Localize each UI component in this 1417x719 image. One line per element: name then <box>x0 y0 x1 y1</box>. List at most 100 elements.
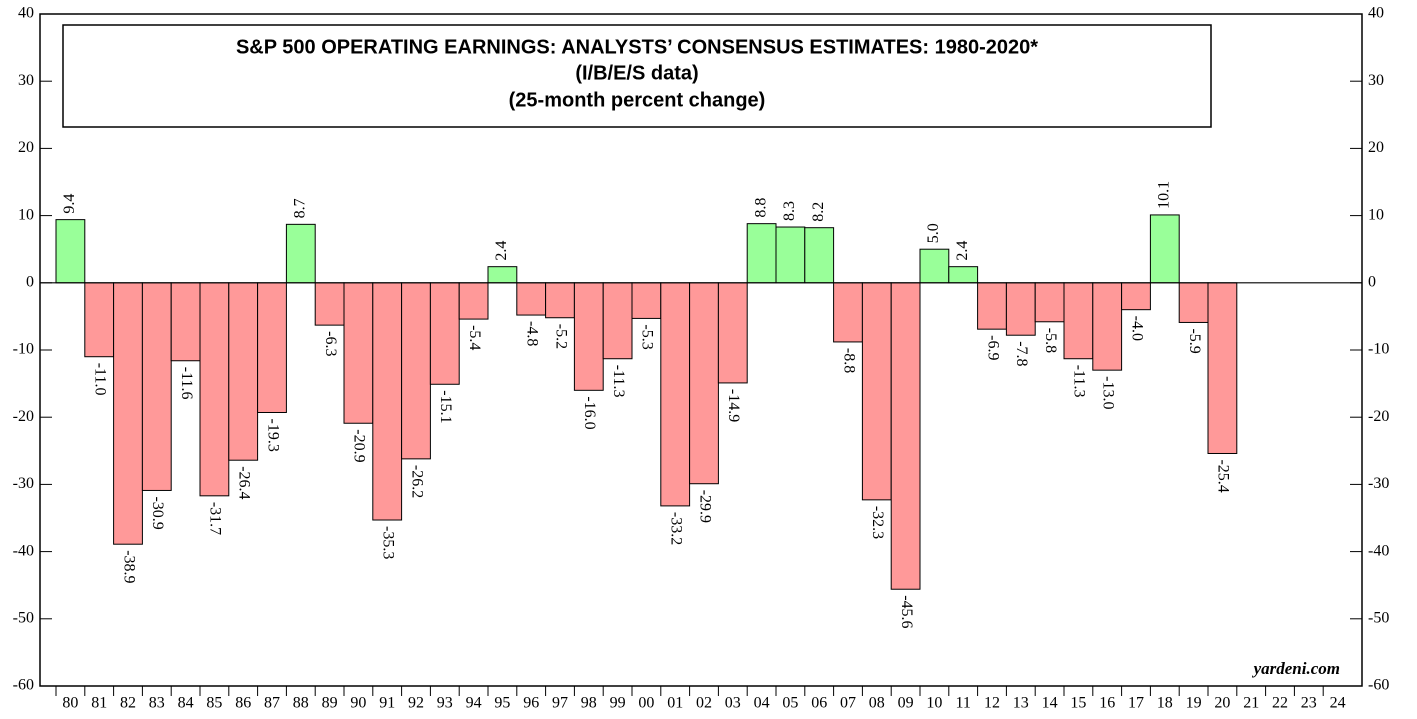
data-label: -5.3 <box>639 324 656 349</box>
x-tick-label: 24 <box>1330 695 1346 712</box>
bar <box>1092 282 1123 371</box>
y-tick-label: 0 <box>26 273 34 290</box>
x-tick-label: 17 <box>1128 695 1144 712</box>
data-label: -14.9 <box>725 389 742 422</box>
bar <box>170 282 201 362</box>
data-label: -35.3 <box>380 526 397 559</box>
data-label: -6.3 <box>322 331 339 356</box>
bar <box>1121 282 1151 311</box>
data-label: -38.9 <box>120 550 137 583</box>
x-tick-label: 98 <box>581 695 597 712</box>
data-label: -11.6 <box>178 367 195 400</box>
bar <box>717 282 748 384</box>
x-tick-label: 16 <box>1099 695 1115 712</box>
y-tick-label: -10 <box>13 341 34 358</box>
data-label: -26.2 <box>408 465 425 498</box>
x-tick-label: 15 <box>1070 695 1086 712</box>
x-tick-label: 11 <box>955 695 970 712</box>
data-label: -19.3 <box>264 418 281 451</box>
data-label: -32.3 <box>869 506 886 539</box>
chart-title: S&P 500 OPERATING EARNINGS: ANALYSTS’ CO… <box>236 36 1038 58</box>
bar <box>228 282 259 461</box>
data-label: -30.9 <box>149 496 166 529</box>
bar <box>314 282 345 326</box>
bar <box>1178 282 1209 323</box>
x-tick-label: 03 <box>725 695 741 712</box>
bar <box>1063 282 1094 360</box>
bar <box>746 223 777 284</box>
bar <box>84 282 115 358</box>
bar <box>199 282 230 497</box>
data-label: -25.4 <box>1215 459 1232 492</box>
title-box <box>62 24 1212 128</box>
x-tick-label: 86 <box>235 695 251 712</box>
data-label: 2.4 <box>954 241 971 261</box>
data-label: 5.0 <box>925 223 942 243</box>
data-label: 10.1 <box>1155 181 1172 209</box>
x-tick-label: 95 <box>494 695 510 712</box>
data-label: -16.0 <box>581 396 598 429</box>
bar <box>113 282 143 545</box>
x-tick-label: 08 <box>869 695 885 712</box>
data-label: -33.2 <box>668 512 685 545</box>
data-label: -7.8 <box>1013 341 1030 366</box>
bar <box>977 282 1007 330</box>
data-label: -4.8 <box>524 321 541 346</box>
y2-tick-label: 20 <box>1368 139 1384 156</box>
data-label: -13.0 <box>1100 376 1117 409</box>
y-tick-label: 40 <box>18 5 34 22</box>
y-tick-label: 20 <box>18 139 34 156</box>
x-tick-label: 12 <box>984 695 1000 712</box>
y-tick-label: -50 <box>13 609 34 626</box>
y2-tick-label: 0 <box>1368 273 1376 290</box>
y-tick-label: -40 <box>13 542 34 559</box>
x-tick-label: 07 <box>840 695 856 712</box>
x-tick-label: 92 <box>408 695 424 712</box>
chart-subtitle: (25-month percent change) <box>509 89 766 111</box>
bar <box>919 248 950 284</box>
bar <box>285 223 316 284</box>
bar <box>573 282 604 391</box>
y-tick-label: -30 <box>13 475 34 492</box>
x-tick-label: 84 <box>178 695 194 712</box>
data-label: -29.9 <box>696 490 713 523</box>
data-label: 2.4 <box>493 241 510 261</box>
x-tick-label: 09 <box>898 695 914 712</box>
x-tick-label: 91 <box>379 695 395 712</box>
data-label: -26.4 <box>236 466 253 499</box>
data-label: -4.0 <box>1128 316 1145 341</box>
x-tick-label: 89 <box>322 695 338 712</box>
y-tick-label: -20 <box>13 408 34 425</box>
y2-tick-label: -40 <box>1368 542 1389 559</box>
x-tick-label: 97 <box>552 695 568 712</box>
data-label: -11.0 <box>92 363 109 396</box>
bar <box>372 282 403 521</box>
bar <box>833 282 863 343</box>
x-tick-label: 93 <box>437 695 453 712</box>
data-label: -5.8 <box>1042 328 1059 353</box>
bar <box>602 282 633 360</box>
x-tick-label: 20 <box>1214 695 1230 712</box>
bar <box>948 266 979 284</box>
bar <box>458 282 489 320</box>
x-tick-label: 19 <box>1186 695 1202 712</box>
data-label: -8.8 <box>840 348 857 373</box>
data-label: 8.3 <box>781 201 798 221</box>
x-tick-label: 10 <box>926 695 942 712</box>
data-label: -5.4 <box>466 325 483 350</box>
x-tick-label: 18 <box>1157 695 1173 712</box>
bar <box>516 282 547 316</box>
x-tick-label: 02 <box>696 695 712 712</box>
data-label: 8.2 <box>810 202 827 222</box>
bar <box>343 282 374 424</box>
bar <box>429 282 460 385</box>
x-tick-label: 21 <box>1243 695 1259 712</box>
bar <box>55 219 86 284</box>
y2-tick-label: 40 <box>1368 5 1384 22</box>
chart-subtitle: (I/B/E/S data) <box>575 62 698 84</box>
data-label: -31.7 <box>207 502 224 535</box>
bar <box>487 266 518 284</box>
x-tick-label: 01 <box>667 695 683 712</box>
bar <box>861 282 892 501</box>
